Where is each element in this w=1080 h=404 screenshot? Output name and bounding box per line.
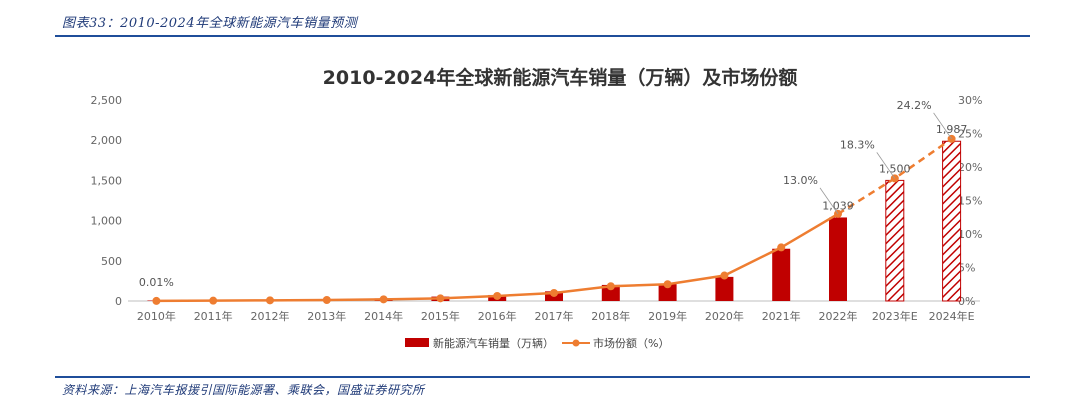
legend-bar-label: 新能源汽车销量（万辆） bbox=[433, 336, 554, 350]
share-point bbox=[663, 280, 672, 289]
share-point bbox=[379, 295, 388, 304]
legend-line-label: 市场份额（%） bbox=[593, 336, 669, 350]
x-tick-label: 2013年 bbox=[307, 309, 346, 323]
x-tick-label: 2010年 bbox=[137, 309, 176, 323]
share-point bbox=[777, 243, 786, 252]
y-right-tick-label: 10% bbox=[958, 228, 982, 241]
legend: 新能源汽车销量（万辆） 市场份额（%） bbox=[405, 336, 669, 350]
x-tick-label: 2018年 bbox=[591, 309, 630, 323]
y-left-tick-label: 2,500 bbox=[91, 94, 123, 107]
share-point bbox=[152, 296, 161, 305]
share-value-label: 13.0% bbox=[783, 174, 818, 187]
x-tick-label: 2011年 bbox=[194, 309, 233, 323]
y-right-tick-label: 20% bbox=[958, 161, 982, 174]
x-tick-label: 2019年 bbox=[648, 309, 687, 323]
y-left-tick-label: 2,000 bbox=[91, 134, 123, 147]
bar bbox=[772, 248, 791, 301]
y-left-tick-label: 0 bbox=[115, 295, 122, 308]
share-point bbox=[720, 271, 729, 280]
y-left-tick-label: 1,500 bbox=[91, 174, 123, 187]
x-tick-label: 2015年 bbox=[421, 309, 460, 323]
bottom-rule bbox=[55, 376, 1030, 378]
x-tick-label: 2014年 bbox=[364, 309, 403, 323]
top-rule bbox=[55, 35, 1030, 37]
x-tick-label: 2017年 bbox=[535, 309, 574, 323]
x-tick-label: 2023年E bbox=[872, 309, 918, 323]
bar-value-label: 1,987 bbox=[936, 123, 968, 136]
share-point bbox=[550, 288, 558, 297]
labels-group: 1,039 1,500 1,987 0.01% 13.0% 18.3% 24.2% bbox=[139, 99, 967, 289]
share-point bbox=[493, 291, 502, 300]
bar-value-label: 1,039 bbox=[822, 199, 854, 212]
bar bbox=[601, 284, 620, 301]
chart-title: 2010-2024年全球新能源汽车销量（万辆）及市场份额 bbox=[323, 66, 798, 89]
figure-caption: 图表33：2010-2024年全球新能源汽车销量预测 bbox=[62, 16, 358, 31]
label-leader-line bbox=[933, 112, 952, 140]
bar-value-label: 1,500 bbox=[879, 162, 911, 175]
share-point bbox=[436, 294, 445, 303]
axes-group: 0 500 1,000 1,500 2,000 2,500 0% 5% 10% 15% 20% 25%… bbox=[91, 94, 983, 323]
bar-estimate bbox=[942, 140, 962, 302]
x-tick-label: 2020年 bbox=[705, 309, 744, 323]
y-right-tick-label: 25% bbox=[958, 128, 982, 141]
share-point bbox=[606, 282, 615, 291]
y-right-tick-label: 5% bbox=[958, 262, 975, 275]
y-right-tick-label: 15% bbox=[958, 195, 982, 208]
bar bbox=[715, 276, 734, 301]
bars-group bbox=[147, 140, 962, 302]
share-point bbox=[322, 295, 331, 304]
share-point bbox=[209, 296, 218, 305]
x-tick-label: 2016年 bbox=[478, 309, 517, 323]
y-left-tick-label: 500 bbox=[101, 255, 122, 268]
x-tick-label: 2012年 bbox=[251, 309, 290, 323]
share-value-label: 0.01% bbox=[139, 276, 174, 289]
label-leader-line bbox=[876, 152, 896, 179]
share-line-solid bbox=[156, 212, 839, 303]
x-tick-label: 2024年E bbox=[929, 309, 975, 323]
share-value-label: 18.3% bbox=[840, 138, 875, 151]
x-tick-label: 2022年 bbox=[819, 309, 858, 323]
source-note: 资料来源：上海汽车报援引国际能源署、乘联会，国盛证券研究所 bbox=[62, 383, 425, 397]
share-value-label: 24.2% bbox=[897, 99, 932, 112]
label-leader-line bbox=[819, 187, 839, 215]
bar-estimate bbox=[885, 179, 905, 302]
bar bbox=[829, 217, 847, 301]
legend-bar-swatch bbox=[405, 338, 429, 347]
y-right-tick-label: 0% bbox=[958, 295, 975, 308]
y-right-tick-label: 30% bbox=[958, 94, 982, 107]
y-left-tick-label: 1,000 bbox=[91, 215, 123, 228]
share-point bbox=[266, 296, 274, 305]
x-tick-label: 2021年 bbox=[762, 309, 801, 323]
bar bbox=[658, 284, 677, 301]
legend-line-marker bbox=[572, 339, 580, 347]
